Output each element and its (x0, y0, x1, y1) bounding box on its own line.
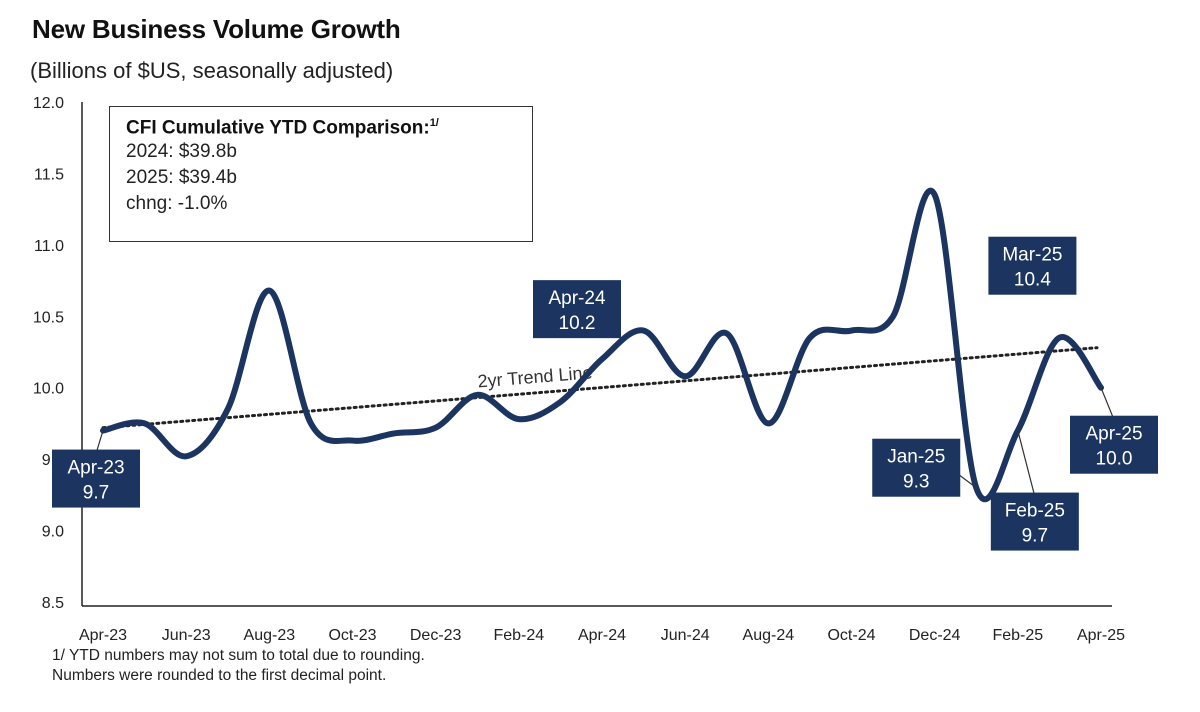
callout-box (988, 236, 1077, 295)
callout-value: 10.2 (559, 313, 596, 334)
trend-line (101, 346, 1099, 430)
x-tick-label: Dec-24 (909, 627, 961, 644)
y-tick-label: 10.5 (33, 309, 64, 326)
ytd-title-footnote-marker: 1/ (429, 117, 439, 129)
callout-label: Apr-23 (67, 458, 124, 479)
ytd-2024-line: 2024: $39.8b (126, 141, 237, 163)
x-tick-label: Jun-24 (661, 627, 710, 644)
axes (81, 102, 1112, 607)
ytd-2025-line: 2025: $39.4b (126, 167, 237, 189)
series-group (100, 188, 1104, 502)
callout: Apr-25 10.0 (1070, 387, 1158, 474)
callout-box (872, 438, 961, 497)
callout: Mar-25 10.4 (988, 236, 1077, 295)
series-line (100, 188, 1104, 502)
x-tick-label: Jun-23 (162, 627, 211, 644)
x-tick-label: Feb-25 (992, 627, 1043, 644)
y-tick-label: 10.0 (33, 381, 64, 398)
x-tick-labels: Apr-23 Jun-23 Aug-23 Oct-23 Dec-23 Feb-24 Apr-… (79, 627, 1125, 644)
callout-box (990, 492, 1079, 551)
callout: Feb-25 9.7 (990, 430, 1079, 551)
callout: Apr-23 9.7 (52, 430, 140, 508)
x-tick-label: Feb-24 (493, 627, 544, 644)
ytd-change-line: chng: -1.0% (126, 193, 228, 215)
ytd-title-text: CFI Cumulative YTD Comparison: (126, 117, 430, 139)
callout-value: 9.3 (903, 472, 929, 493)
x-tick-label: Oct-23 (328, 627, 376, 644)
x-tick-label: Dec-23 (410, 627, 462, 644)
y-tick-label: 9.0 (42, 524, 64, 541)
y-tick-label: 11.5 (34, 166, 64, 183)
y-tick-label: 11.0 (34, 238, 64, 255)
ytd-box-title: CFI Cumulative YTD Comparison:1/ (126, 117, 516, 139)
callout-box (1070, 415, 1158, 474)
ytd-comparison-box: CFI Cumulative YTD Comparison:1/ 2024: $… (109, 106, 533, 242)
y-tick-label: 8.5 (42, 595, 64, 612)
y-tick-label: 12.0 (33, 95, 64, 112)
callout-label: Jan-25 (887, 447, 945, 468)
callout-value: 10.0 (1096, 449, 1133, 470)
chart-subtitle: (Billions of $US, seasonally adjusted) (30, 58, 394, 83)
x-tick-label: Apr-24 (578, 627, 626, 644)
footnote-line-2: Numbers were rounded to the first decima… (52, 667, 387, 684)
callout-value: 9.7 (1022, 526, 1048, 547)
x-tick-label: Aug-24 (743, 627, 795, 644)
y-tick-labels: 12.011.511.010.510.09.59.08.5 (33, 95, 64, 612)
callout-label: Apr-25 (1085, 424, 1142, 445)
callout-value: 10.4 (1014, 270, 1051, 291)
footnote-line-1: 1/ YTD numbers may not sum to total due … (52, 647, 425, 664)
callout-leader (1100, 387, 1115, 420)
x-tick-label: Apr-23 (79, 627, 127, 644)
callout: Apr-24 10.2 (533, 280, 621, 339)
x-tick-label: Apr-25 (1077, 627, 1125, 644)
callout: Jan-25 9.3 (872, 438, 977, 497)
callout-leader (1017, 430, 1036, 497)
callout-box (533, 280, 621, 339)
footnote: 1/ YTD numbers may not sum to total due … (52, 646, 425, 686)
callout-label: Mar-25 (1002, 245, 1062, 266)
callout-label: Apr-24 (548, 288, 605, 309)
callout-box (52, 449, 140, 508)
callouts-group: Apr-23 9.7 Apr-24 10.2 Jan-25 9.3 Feb-25 9.7 Mar… (52, 236, 1158, 551)
chart-title: New Business Volume Growth (32, 14, 401, 44)
callout-value: 9.7 (83, 483, 109, 504)
x-tick-label: Oct-24 (827, 627, 875, 644)
callout-label: Feb-25 (1005, 501, 1065, 522)
x-tick-label: Aug-23 (244, 627, 296, 644)
